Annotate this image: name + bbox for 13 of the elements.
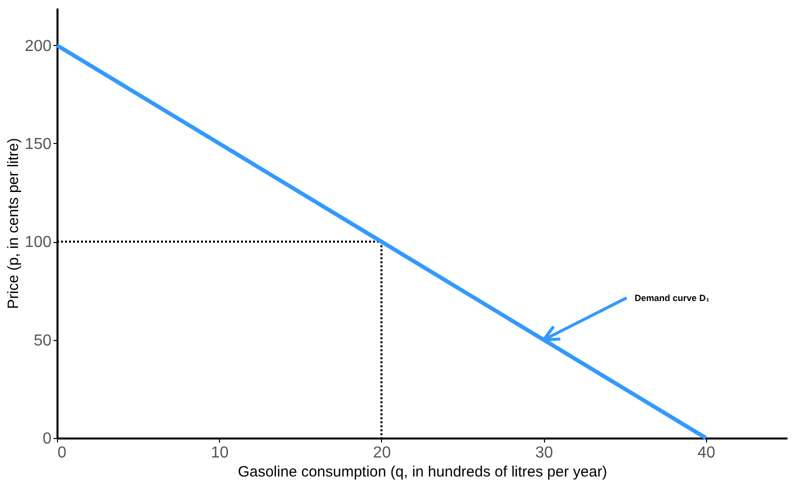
y-tick-label: 200 (24, 38, 52, 55)
y-tick-label: 100 (24, 234, 52, 252)
x-tick-label: 40 (697, 444, 716, 462)
y-axis-title: Price (p, in cents per litre) (4, 138, 22, 309)
x-tick-label: 30 (535, 444, 554, 462)
y-tick-label: 50 (34, 332, 52, 350)
x-axis-title: Gasoline consumption (q, in hundreds of litres per year) (238, 464, 608, 480)
x-tick-label: 20 (373, 444, 391, 462)
x-tick-label: 0 (58, 444, 66, 462)
x-tick-label: 10 (210, 444, 229, 462)
y-tick-label: 0 (42, 430, 52, 448)
y-tick-label: 150 (24, 136, 52, 153)
annotation: Demand curve D₁ (634, 292, 710, 303)
